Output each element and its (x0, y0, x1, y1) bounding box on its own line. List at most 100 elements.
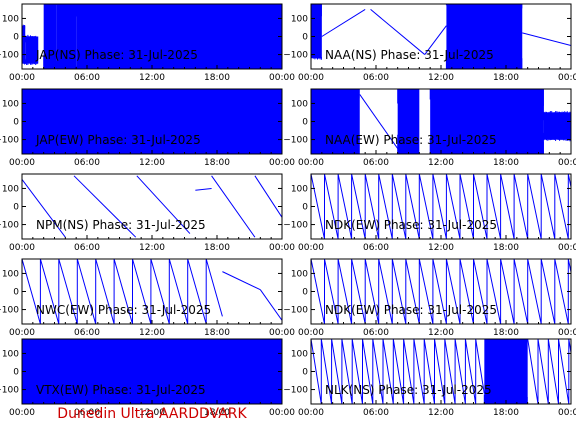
y-tick-label: 0 (302, 203, 308, 213)
trace-noise-texture (429, 89, 544, 154)
panel-title: JAP(NS) Phase: 31-Jul-2025 (35, 48, 198, 62)
x-tick-label: 18:00 (204, 73, 230, 83)
phase-panel: 100 0 −100 00:00 06:00 12:00 18:00 00:00 NLK(NS)… (283, 338, 576, 418)
x-tick-label: 06:00 (363, 73, 389, 83)
y-tick-label: −100 (0, 221, 19, 231)
y-tick-label: 100 (291, 99, 308, 109)
x-tick-label: 00:00 (9, 328, 35, 338)
x-tick-label: 06:00 (363, 408, 389, 418)
y-tick-label: 100 (2, 99, 19, 109)
trace-noise-band (25, 36, 39, 64)
y-tick-label: −100 (0, 136, 19, 146)
x-tick-label: 06:00 (363, 158, 389, 168)
phase-panel: 100 0 −100 00:00 06:00 12:00 18:00 00:00 JAP(EW)… (0, 88, 295, 168)
footer-station-label: Dunedin Ultra AARDDVARK (57, 406, 247, 422)
phase-panel: 100 0 −100 00:00 06:00 12:00 18:00 00:00 NDK(EW)… (283, 173, 576, 253)
x-tick-label: 00:00 (558, 328, 576, 338)
trace-noise-band (43, 4, 57, 69)
trace-sawtooth (527, 339, 571, 404)
trace-noise-texture (22, 24, 26, 66)
x-tick-label: 18:00 (493, 158, 519, 168)
x-tick-label: 00:00 (298, 408, 324, 418)
x-tick-label: 12:00 (139, 73, 165, 83)
x-tick-label: 00:00 (558, 158, 576, 168)
trace-segment (22, 179, 66, 238)
trace-noise-texture (24, 34, 38, 65)
y-tick-label: 0 (13, 368, 19, 378)
phase-panel: 100 0 −100 00:00 06:00 12:00 18:00 00:00 VTX(EW)… (0, 338, 295, 418)
trace-group (22, 259, 282, 324)
x-tick-label: 00:00 (298, 243, 324, 253)
trace-segment (254, 175, 282, 218)
x-tick-label: 00:00 (558, 243, 576, 253)
y-tick-label: −100 (0, 386, 19, 396)
x-tick-label: 18:00 (493, 328, 519, 338)
panel-title: NAA(NS) Phase: 31-Jul-2025 (325, 48, 494, 62)
x-tick-label: 18:00 (493, 243, 519, 253)
trace-noise-band (311, 4, 322, 59)
x-tick-label: 00:00 (269, 328, 295, 338)
y-tick-label: 100 (291, 269, 308, 279)
x-tick-label: 00:00 (298, 328, 324, 338)
y-tick-label: −100 (0, 51, 19, 61)
y-tick-label: −100 (283, 386, 308, 396)
x-tick-label: 00:00 (9, 73, 35, 83)
x-tick-label: 06:00 (74, 158, 100, 168)
x-tick-label: 00:00 (9, 408, 35, 418)
trace-segment (73, 175, 137, 238)
y-tick-label: 100 (2, 269, 19, 279)
trace-segment (359, 94, 399, 149)
x-tick-label: 18:00 (204, 158, 230, 168)
trace-segment (136, 175, 191, 234)
x-tick-label: 00:00 (9, 243, 35, 253)
phase-panel: 100 0 −100 00:00 06:00 12:00 18:00 00:00 NAA(NS)… (283, 3, 576, 83)
x-tick-label: 00:00 (269, 158, 295, 168)
y-tick-label: 0 (302, 288, 308, 298)
x-tick-label: 00:00 (9, 158, 35, 168)
x-tick-label: 06:00 (363, 328, 389, 338)
phase-panel: 100 0 −100 00:00 06:00 12:00 18:00 00:00 NPM(NS)… (0, 173, 295, 253)
x-tick-label: 12:00 (139, 408, 165, 418)
panel-title: NLK(NS) Phase: 31-Jul-2025 (325, 383, 492, 397)
x-tick-label: 00:00 (298, 158, 324, 168)
x-tick-label: 00:00 (298, 73, 324, 83)
y-tick-label: −100 (283, 221, 308, 231)
trace-noise-texture (43, 4, 56, 69)
y-tick-label: 0 (13, 288, 19, 298)
panel-title: VTX(EW) Phase: 31-Jul-2025 (36, 383, 206, 397)
panel-title: NDK(EW) Phase: 31-Jul-2025 (325, 303, 497, 317)
trace-segment (522, 32, 571, 47)
x-tick-label: 06:00 (74, 408, 100, 418)
trace-group (311, 89, 571, 154)
y-tick-label: −100 (283, 306, 308, 316)
trace-group (22, 175, 282, 238)
y-tick-label: 100 (291, 349, 308, 359)
trace-noise-band (56, 4, 77, 69)
phase-panel: 100 0 −100 00:00 06:00 12:00 18:00 00:00 JAP(NS)… (0, 3, 295, 83)
trace-group (22, 339, 282, 404)
trace-group (22, 4, 282, 69)
y-tick-label: −100 (283, 136, 308, 146)
panel-title: NWC(EW) Phase: 31-Jul-2025 (36, 303, 211, 317)
trace-group (22, 89, 282, 154)
y-tick-label: 0 (13, 203, 19, 213)
y-tick-label: 0 (13, 33, 19, 43)
trace-segment (259, 289, 282, 321)
x-tick-label: 18:00 (204, 408, 230, 418)
y-tick-label: −100 (283, 51, 308, 61)
trace-noise-texture (445, 4, 523, 69)
trace-noise-band (22, 25, 26, 64)
y-tick-label: 100 (2, 184, 19, 194)
x-tick-label: 18:00 (204, 243, 230, 253)
trace-segment (195, 187, 212, 191)
trace-group (311, 4, 571, 69)
x-tick-label: 12:00 (139, 328, 165, 338)
y-tick-label: 0 (302, 33, 308, 43)
x-tick-label: 12:00 (428, 73, 454, 83)
y-tick-label: 0 (302, 368, 308, 378)
x-tick-label: 00:00 (269, 73, 295, 83)
phase-panel: 100 0 −100 00:00 06:00 12:00 18:00 00:00 NDK(EW)… (283, 258, 576, 338)
trace-noise-texture (311, 4, 322, 60)
trace-noise-texture (543, 111, 571, 142)
